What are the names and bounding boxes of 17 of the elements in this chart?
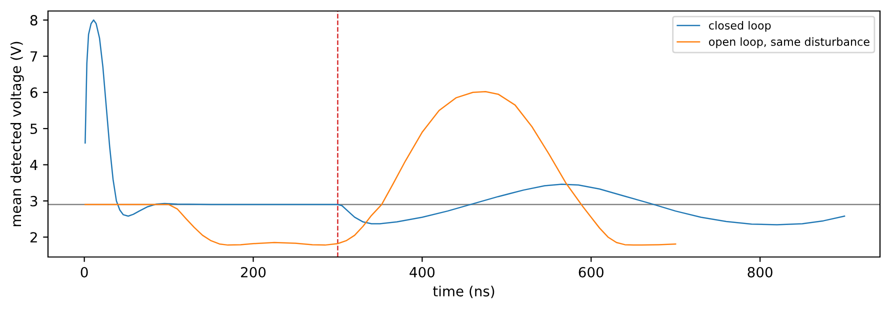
legend-label: closed loop <box>709 21 771 32</box>
x-tick-label: 600 <box>578 266 604 278</box>
y-tick-label: 5 <box>30 124 38 134</box>
y-tick-label: 7 <box>30 51 38 62</box>
y-tick-label: 8 <box>30 15 38 26</box>
line-series <box>84 91 676 246</box>
y-tick-label: 6 <box>30 87 38 98</box>
y-tick-label: 3 <box>30 196 38 206</box>
x-tick-label: 0 <box>80 266 88 278</box>
y-tick-label: 4 <box>30 160 38 170</box>
legend-label: open loop, same disturbance <box>709 37 870 48</box>
x-axis-title: time (ns) <box>433 286 494 298</box>
y-tick-label: 2 <box>30 232 37 242</box>
y-axis-title: mean detected voltage (V) <box>10 42 24 226</box>
x-tick-label: 800 <box>748 266 772 278</box>
x-tick-label: 200 <box>241 266 266 278</box>
x-tick-label: 400 <box>410 266 435 278</box>
